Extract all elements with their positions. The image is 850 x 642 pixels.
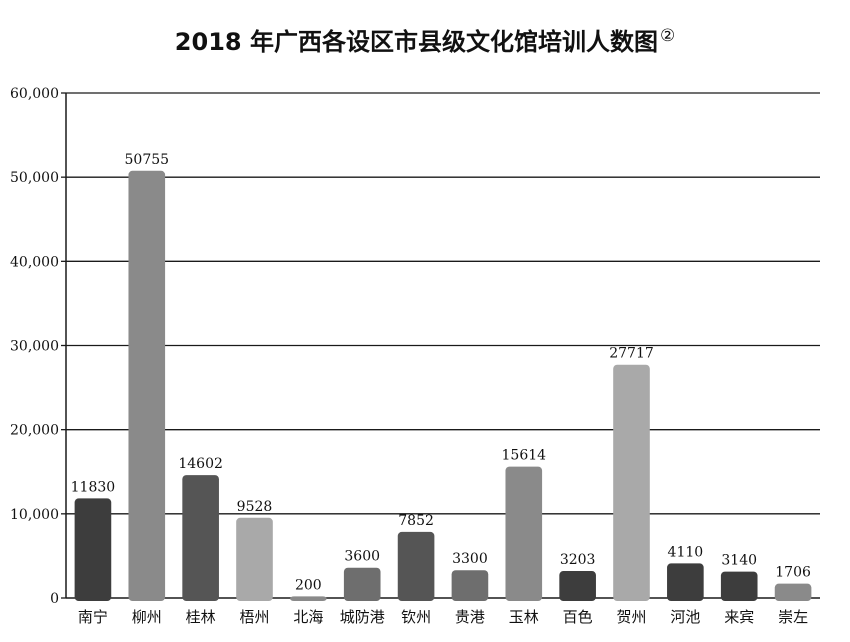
data-label: 3203 xyxy=(560,552,596,568)
data-label: 11830 xyxy=(71,479,116,495)
x-tick-label: 贺州 xyxy=(616,608,646,626)
bar-5 xyxy=(290,596,327,601)
x-tick-label: 钦州 xyxy=(401,608,431,626)
data-label: 3140 xyxy=(721,553,757,569)
x-tick-label: 桂林 xyxy=(186,608,216,626)
x-tick-label: 来宾 xyxy=(724,608,754,626)
bar-9 xyxy=(505,466,543,601)
data-label: 3600 xyxy=(344,549,380,565)
x-tick-label: 北海 xyxy=(293,608,323,626)
data-label: 3300 xyxy=(452,551,488,567)
bar-4 xyxy=(236,517,273,601)
bar-7 xyxy=(397,531,435,601)
bar-11 xyxy=(613,364,650,601)
y-tick-label: 0 xyxy=(50,591,59,607)
x-tick-label: 贵港 xyxy=(455,608,485,626)
bar-1 xyxy=(74,498,112,601)
y-tick-label: 30,000 xyxy=(10,339,59,355)
x-tick-label: 崇左 xyxy=(778,608,808,626)
y-tick-label: 50,000 xyxy=(10,170,59,186)
y-tick-label: 40,000 xyxy=(10,254,59,270)
data-label: 200 xyxy=(295,577,322,593)
x-tick-label: 百色 xyxy=(563,608,593,626)
x-tick-label: 南宁 xyxy=(78,608,108,626)
chart-title-note: ② xyxy=(659,26,676,46)
data-label: 4110 xyxy=(668,544,704,560)
bar-2 xyxy=(128,170,166,602)
x-tick-label: 梧州 xyxy=(239,608,269,626)
data-label: 9528 xyxy=(237,499,273,515)
bar-12 xyxy=(667,563,704,601)
data-label: 14602 xyxy=(178,456,223,472)
x-tick-label: 玉林 xyxy=(509,608,539,626)
data-label: 27717 xyxy=(609,346,654,362)
x-tick-label: 柳州 xyxy=(132,608,162,626)
data-label: 50755 xyxy=(125,152,170,168)
chart-title: 2018 年广西各设区市县级文化馆培训人数图 ② xyxy=(0,22,850,57)
x-tick-label: 城防港 xyxy=(340,608,385,626)
bars xyxy=(74,170,812,602)
y-tick-label: 60,000 xyxy=(10,86,59,102)
y-tick-label: 20,000 xyxy=(10,423,59,439)
bar-3 xyxy=(182,475,219,601)
bar-6 xyxy=(343,567,381,601)
bar-14 xyxy=(774,583,812,601)
chart-title-text: 2018 年广西各设区市县级文化馆培训人数图 xyxy=(174,28,658,56)
bar-8 xyxy=(451,570,489,601)
bar-10 xyxy=(559,571,596,601)
bar-13 xyxy=(720,571,758,601)
data-label: 7852 xyxy=(398,513,434,529)
y-tick-label: 10,000 xyxy=(10,507,59,523)
gridlines xyxy=(66,92,820,515)
data-label: 15614 xyxy=(502,448,547,464)
data-label: 1706 xyxy=(775,565,811,581)
labels: 0 10,000 20,000 30,000 40,000 50,000 60,000 118… xyxy=(10,86,811,626)
x-tick-label: 河池 xyxy=(670,608,700,626)
